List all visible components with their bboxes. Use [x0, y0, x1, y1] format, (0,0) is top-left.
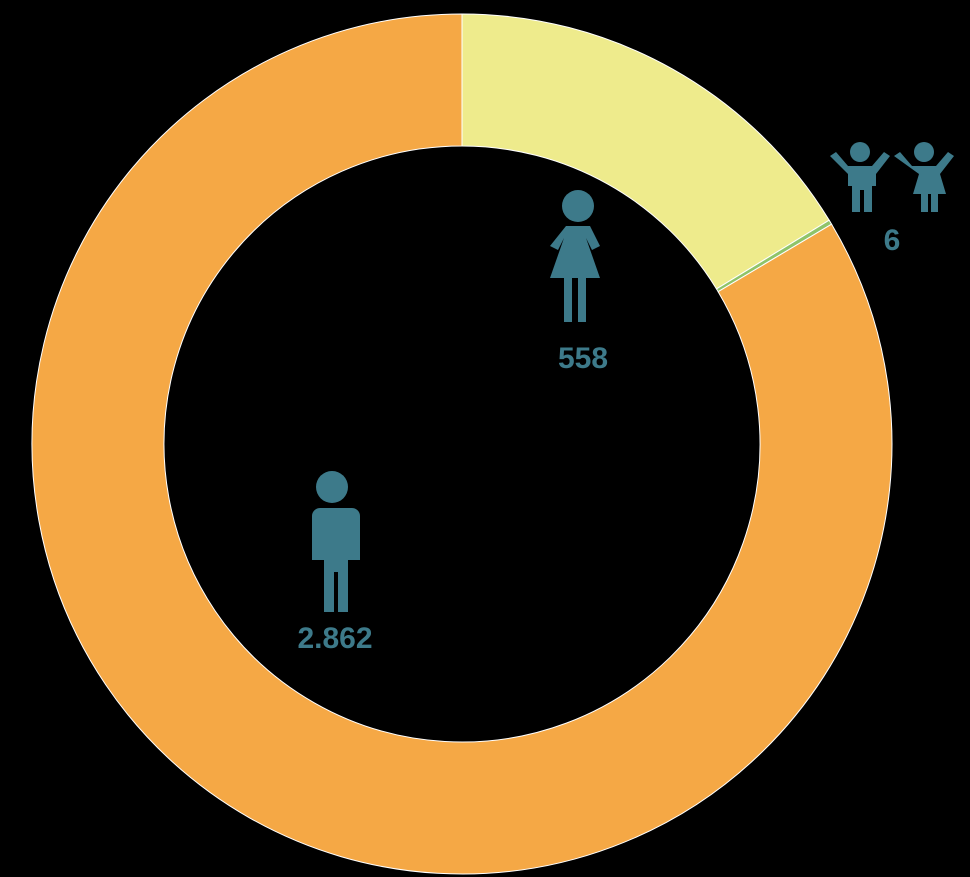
value-label: 6	[884, 224, 901, 257]
slices	[31, 13, 893, 875]
children-icon	[830, 142, 954, 212]
value-label: 558	[558, 342, 608, 375]
slice	[31, 13, 893, 875]
value-label: 2.862	[297, 622, 372, 655]
man-icon	[312, 471, 360, 612]
woman-icon	[550, 190, 600, 322]
